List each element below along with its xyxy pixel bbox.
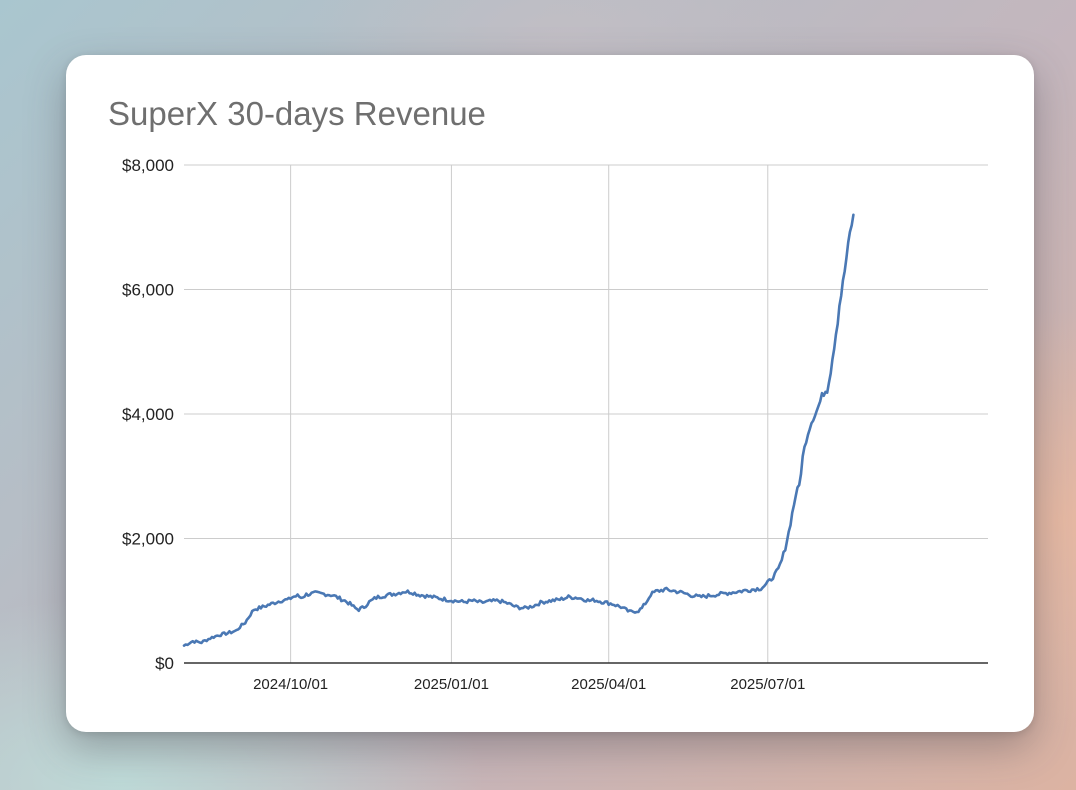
x-tick-label: 2025/04/01 bbox=[571, 676, 646, 693]
y-tick-label: $2,000 bbox=[122, 530, 174, 549]
chart-title: SuperX 30-days Revenue bbox=[108, 95, 486, 132]
x-tick-label: 2025/01/01 bbox=[414, 676, 489, 693]
y-tick-label: $0 bbox=[155, 654, 174, 673]
series-layer bbox=[182, 213, 855, 647]
grid-lines bbox=[184, 164, 988, 663]
axis-labels: $0 $2,000 $4,000 $6,000 $8,000 2024/10/01 2025… bbox=[122, 156, 988, 693]
x-tick-label: 2024/10/01 bbox=[253, 676, 328, 693]
x-tick-label: 2025/07/01 bbox=[730, 676, 805, 693]
chart-card: SuperX 30-days Revenue $0 $2,000 $4,000 $6,… bbox=[66, 55, 1034, 732]
y-tick-label: $4,000 bbox=[122, 405, 174, 424]
line-chart: $0 $2,000 $4,000 $6,000 $8,000 2024/10/01 2025… bbox=[122, 156, 988, 693]
y-tick-label: $6,000 bbox=[122, 281, 174, 300]
y-tick-label: $8,000 bbox=[122, 156, 174, 175]
series-line-0 bbox=[182, 213, 855, 647]
